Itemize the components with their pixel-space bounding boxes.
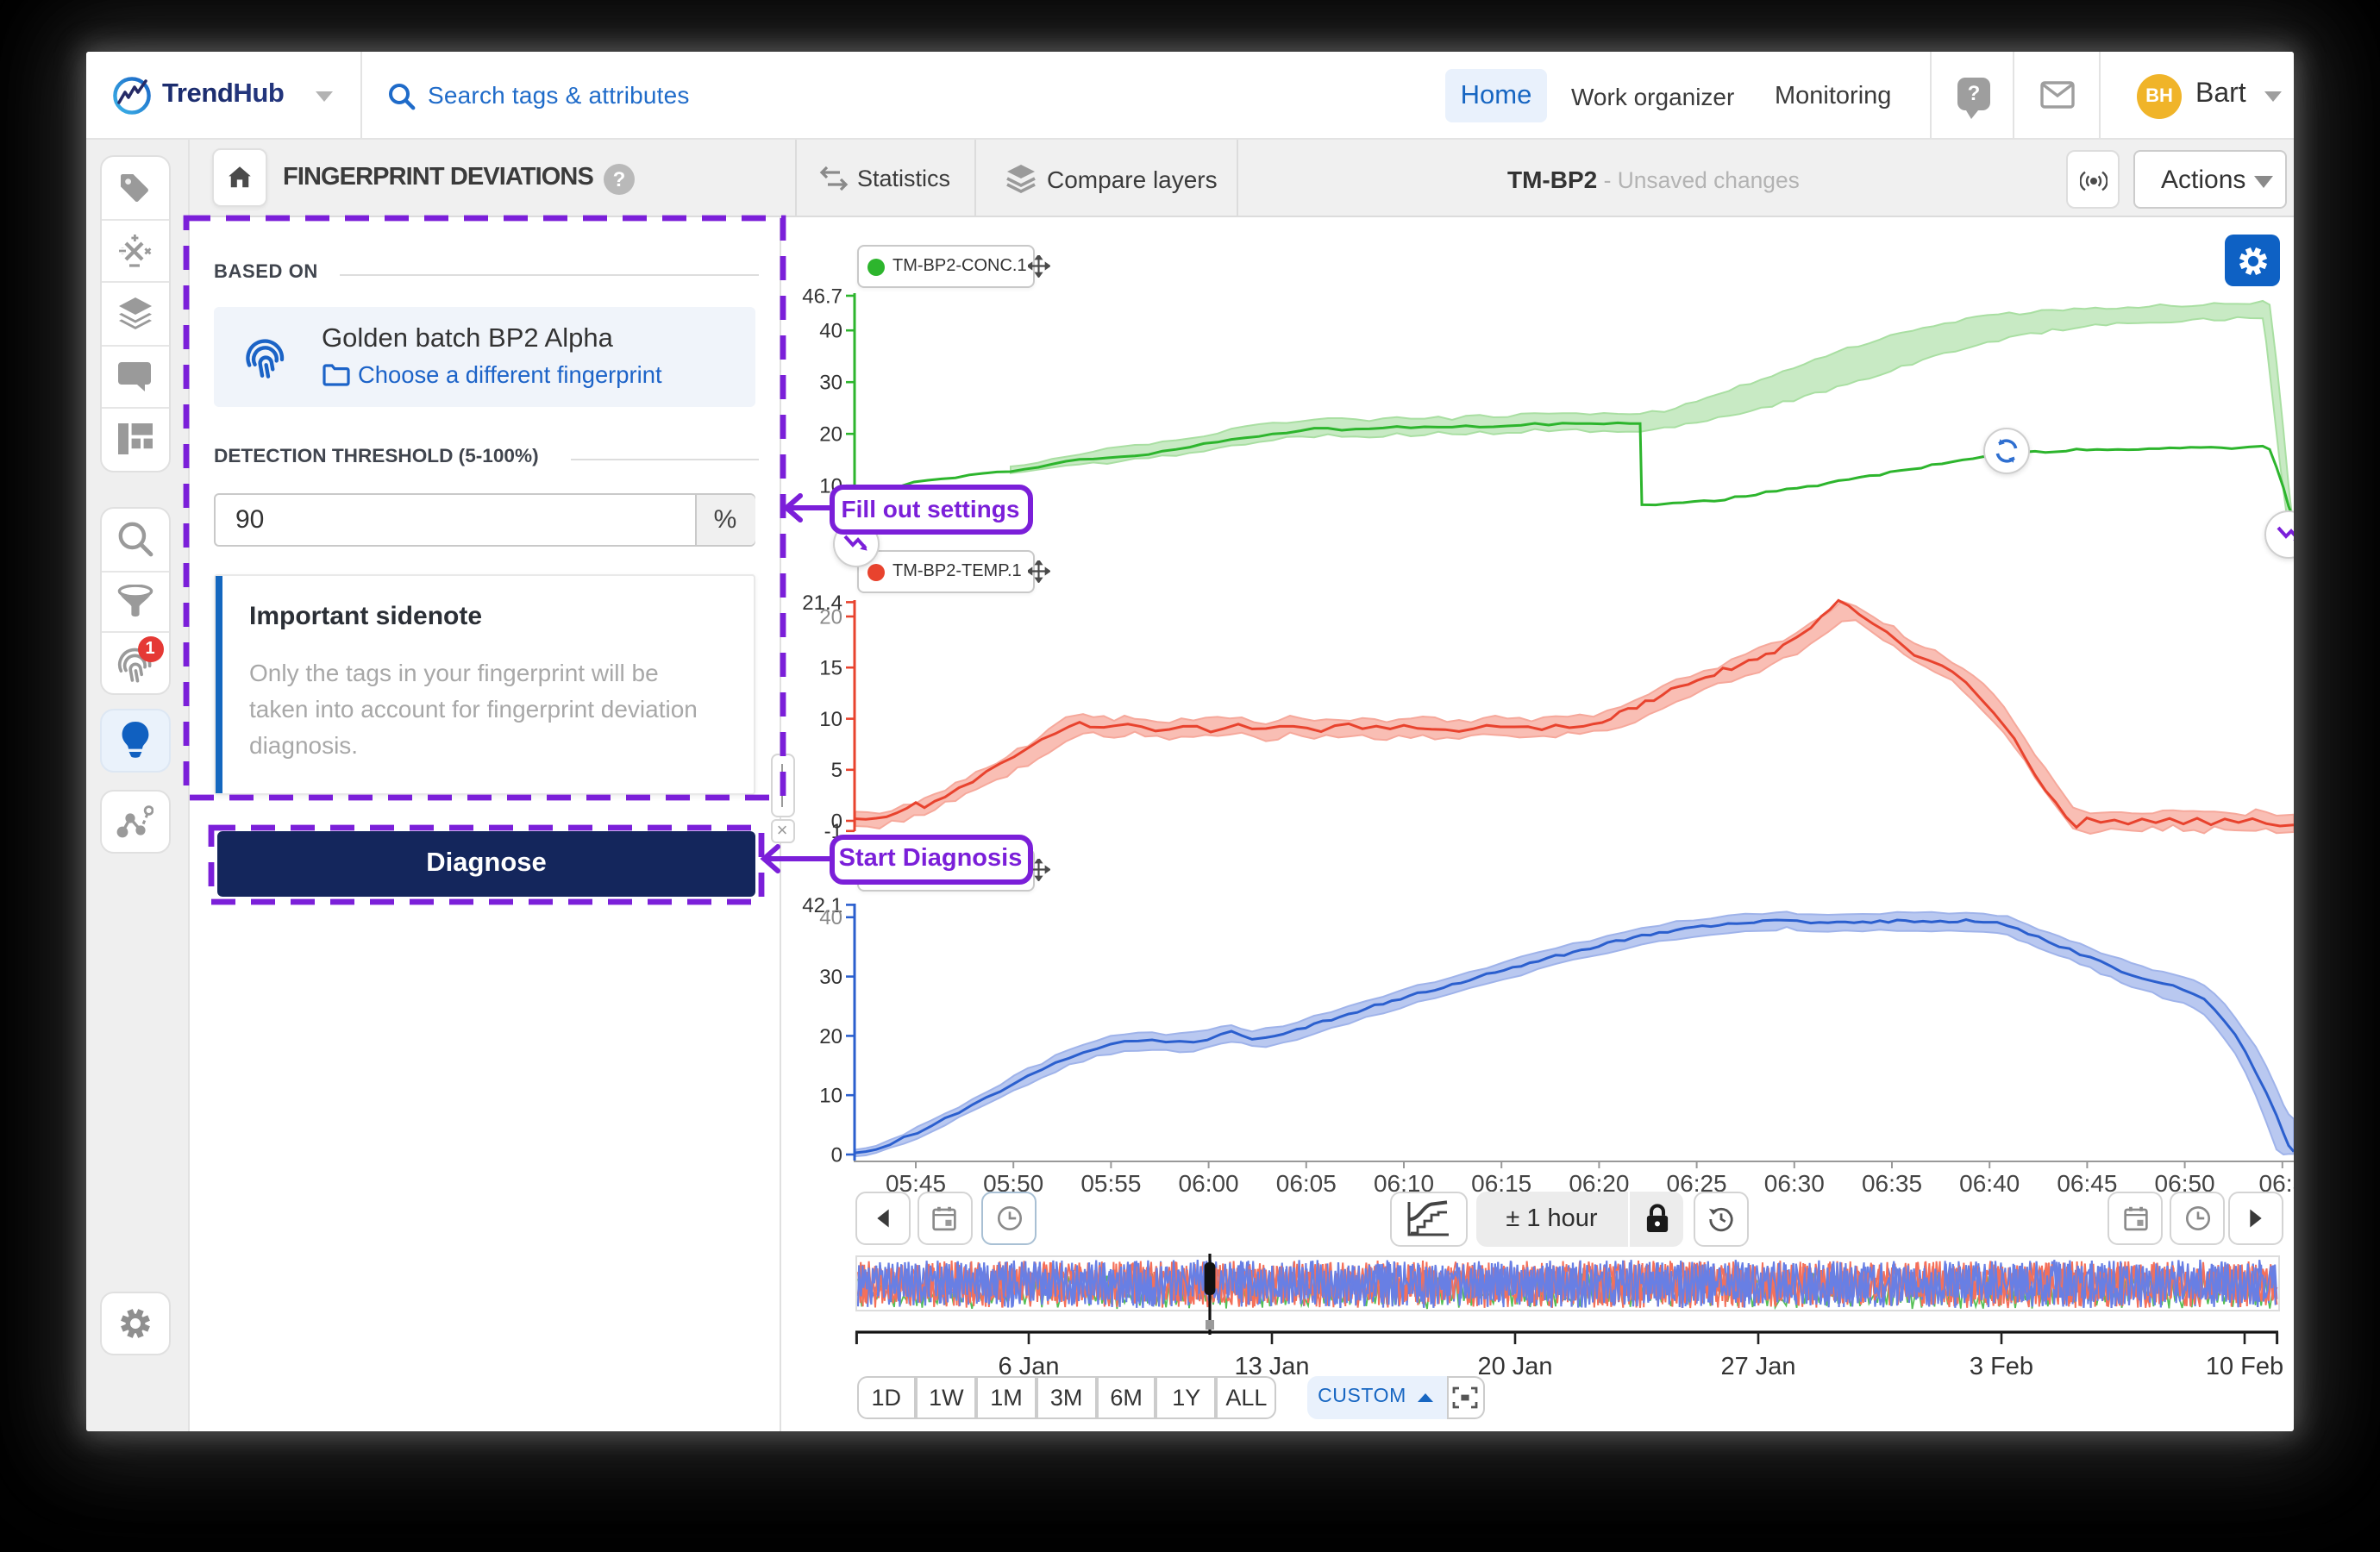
svg-text:06:05: 06:05: [1276, 1170, 1337, 1197]
svg-text:3 Feb: 3 Feb: [1970, 1353, 2033, 1380]
svg-text:27 Jan: 27 Jan: [1720, 1353, 1795, 1380]
svg-text:0: 0: [831, 810, 842, 833]
svg-text:06:45: 06:45: [2057, 1170, 2117, 1197]
svg-text:20: 20: [819, 1025, 842, 1048]
svg-text:40: 40: [819, 320, 842, 343]
svg-text:0: 0: [831, 1143, 842, 1167]
svg-text:05:55: 05:55: [1080, 1170, 1141, 1197]
svg-text:30: 30: [819, 966, 842, 989]
svg-text:6 Jan: 6 Jan: [999, 1353, 1060, 1380]
svg-text:06:00: 06:00: [1179, 1170, 1239, 1197]
svg-text:46.7: 46.7: [802, 285, 842, 308]
svg-text:5: 5: [831, 759, 842, 782]
svg-text:20 Jan: 20 Jan: [1477, 1353, 1552, 1380]
svg-text:42.1: 42.1: [802, 894, 842, 917]
svg-text:10 Feb: 10 Feb: [2206, 1353, 2283, 1380]
svg-text:15: 15: [819, 657, 842, 680]
svg-text:20: 20: [819, 423, 842, 447]
svg-text:21.4: 21.4: [802, 591, 842, 615]
svg-text:40: 40: [819, 906, 842, 929]
svg-text:20: 20: [819, 605, 842, 629]
svg-text:30: 30: [819, 372, 842, 395]
svg-text:10: 10: [819, 1085, 842, 1108]
svg-text:10: 10: [819, 708, 842, 731]
svg-text:06:35: 06:35: [1862, 1170, 1922, 1197]
svg-text:06:30: 06:30: [1764, 1170, 1825, 1197]
svg-text:13 Jan: 13 Jan: [1234, 1353, 1309, 1380]
svg-text:06:40: 06:40: [1959, 1170, 2020, 1197]
